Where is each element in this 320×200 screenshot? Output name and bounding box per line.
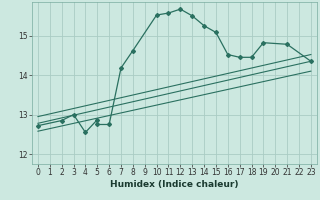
X-axis label: Humidex (Indice chaleur): Humidex (Indice chaleur) [110, 180, 239, 189]
